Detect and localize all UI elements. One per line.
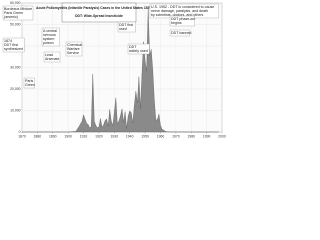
x-tick-label: 2000	[218, 134, 226, 138]
x-tick-label: 1940	[126, 134, 134, 138]
x-tick-label: 1960	[157, 134, 165, 138]
x-tick-label: 1990	[203, 134, 211, 138]
annotation-box	[41, 27, 60, 47]
annotation: DDT banned	[169, 29, 191, 37]
annotation-text: DDT banned	[171, 31, 191, 35]
chart: 010,00020,00030,00040,00050,00060,000187…	[0, 0, 226, 144]
annotation-text: (arsenic)	[4, 15, 18, 19]
area	[22, 7, 219, 133]
annotation-text: Paris Green	[4, 11, 23, 15]
x-tick-label: 1910	[80, 134, 88, 138]
annotation-text: by scientists, doctors, and others	[151, 13, 204, 17]
annotation-text: DDT first	[119, 23, 133, 27]
annotation-text: DDT	[129, 45, 137, 49]
annotation-text: Green	[25, 83, 35, 87]
annotation-text: nervous	[43, 33, 56, 37]
annotation-text: Lead	[45, 53, 53, 57]
annotation-text: Warfare	[67, 47, 80, 51]
annotation-text: poison	[43, 41, 54, 45]
annotation-text: begins	[171, 21, 182, 25]
annotation-text: A central	[43, 29, 57, 33]
y-tick-label: 0	[19, 130, 21, 134]
chart-title: Acute Poliomyelitis (Infantile Paralysis…	[36, 6, 162, 10]
x-tick-label: 1930	[111, 134, 119, 138]
x-tick-label: 1880	[34, 134, 42, 138]
annotation-text: widely used	[129, 49, 148, 53]
annotation-box	[117, 21, 136, 33]
annotation-text: Chemical	[67, 43, 82, 47]
annotation-text: DDT phase-out	[171, 17, 195, 21]
annotation-text: nerve damage, paralysis, and death	[151, 9, 208, 13]
x-tick-label: 1970	[172, 134, 180, 138]
title-box: Acute Poliomyelitis (Infantile Paralysis…	[36, 2, 162, 23]
y-tick-label: 50,000	[10, 22, 20, 26]
annotation-text: Arsenate	[45, 57, 59, 61]
y-tick-label: 20,000	[10, 87, 20, 91]
annotation-box	[43, 51, 61, 63]
annotation-text: Paris	[25, 79, 33, 83]
y-tick-label: 10,000	[10, 108, 20, 112]
annotation-box	[2, 37, 25, 53]
annotation-text: used	[119, 27, 127, 31]
annotation-text: 1874	[4, 39, 12, 43]
y-tick-label: 60,000	[10, 1, 20, 5]
annotation-box	[2, 5, 34, 21]
annotation-box	[127, 43, 150, 55]
annotation-text: U.S. 1952 - DDT is considered to cause	[151, 5, 214, 9]
annotation-text: system	[43, 37, 54, 41]
annotation-box	[65, 41, 83, 57]
annotation-text: Service	[67, 51, 79, 55]
chart-subtitle: DDT: Wide-Spread Insecticide	[75, 14, 123, 18]
annotation-text: synthesized	[4, 47, 23, 51]
x-tick-label: 1890	[49, 134, 57, 138]
annotation-text: DDT first	[4, 43, 18, 47]
annotation-text: Bordeaux Mixture	[4, 7, 32, 11]
annotation-box	[169, 15, 195, 27]
x-tick-label: 1950	[141, 134, 149, 138]
x-tick-label: 1870	[18, 134, 26, 138]
y-tick-label: 30,000	[10, 65, 20, 69]
annotation: U.S. 1952 - DDT is considered to causene…	[149, 3, 219, 19]
title-frame	[61, 2, 137, 23]
annotation-box	[169, 29, 190, 37]
x-tick-label: 1980	[187, 134, 195, 138]
annotation-box	[23, 77, 35, 89]
x-tick-label: 1900	[64, 134, 72, 138]
x-tick-label: 1920	[95, 134, 103, 138]
